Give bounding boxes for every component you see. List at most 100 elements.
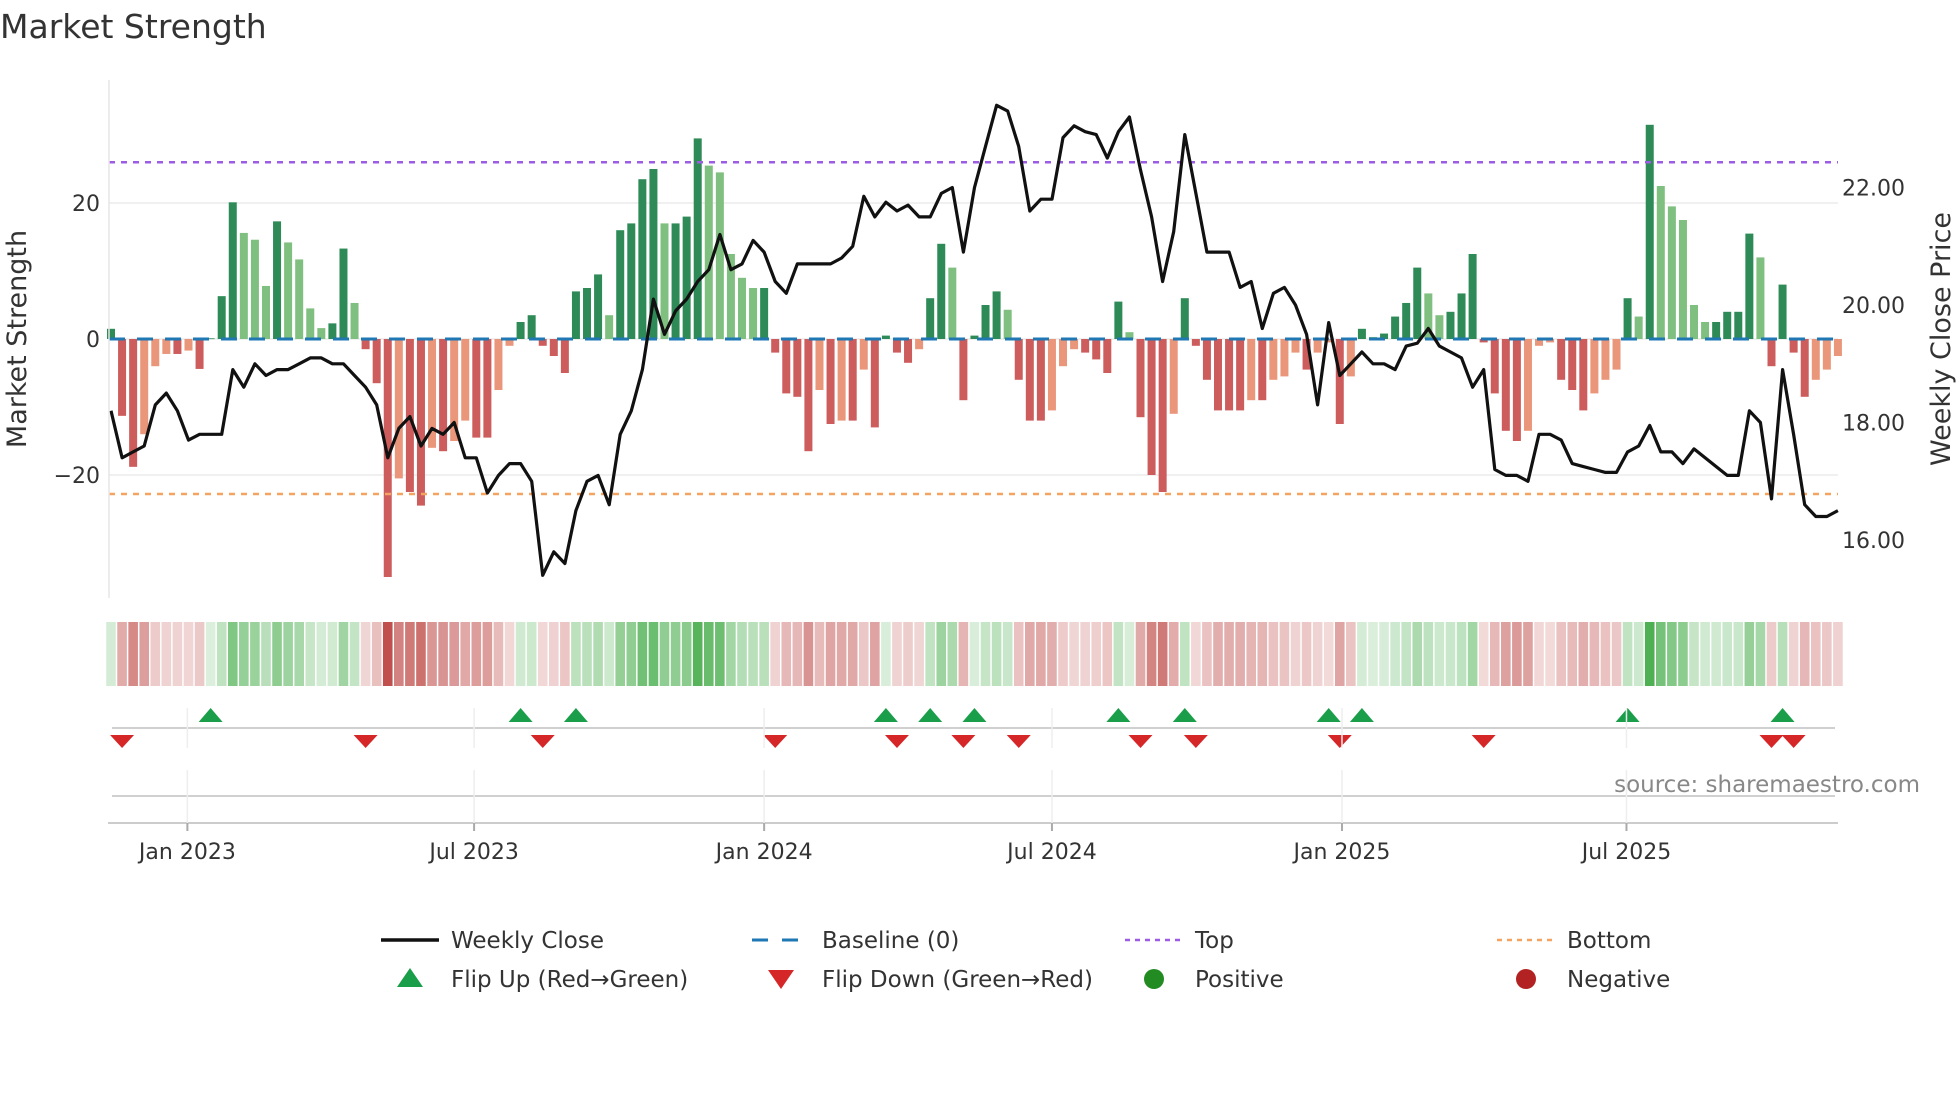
strip-cell <box>549 622 559 686</box>
strip-cell <box>604 622 614 686</box>
strip-cell <box>471 622 482 686</box>
flip-up-marker <box>1349 708 1374 722</box>
positive-bar <box>339 248 348 339</box>
strip-cell <box>1113 622 1124 686</box>
strip-cell <box>770 622 780 686</box>
strip-cell <box>1334 622 1345 686</box>
strip-cell <box>1191 622 1201 686</box>
positive-bar <box>1413 267 1422 339</box>
strip-cell <box>438 622 448 686</box>
legend-item: Negative <box>1516 967 1670 993</box>
negative-bar <box>361 339 370 350</box>
strip-cell <box>1357 622 1367 686</box>
strip-cell <box>1080 622 1090 686</box>
left-axis-title: Market Strength <box>2 230 33 448</box>
negative-bar <box>118 339 127 416</box>
positive-bar <box>1678 220 1687 339</box>
strip-cell <box>482 622 493 686</box>
negative-bar <box>1047 339 1056 411</box>
legend-item: Top <box>1125 928 1234 954</box>
negative-bar <box>1557 339 1566 380</box>
negative-bar <box>826 339 835 424</box>
positive-bar <box>749 288 758 339</box>
strip-cell <box>1766 622 1777 686</box>
legend-label: Negative <box>1567 967 1670 993</box>
strip-cell <box>560 622 570 686</box>
strip-cell <box>681 622 692 686</box>
strip-cell <box>1755 622 1766 686</box>
strip-cell <box>1146 622 1157 686</box>
positive-bar <box>1623 298 1632 339</box>
strip-cell <box>1689 622 1699 686</box>
flip-up-marker <box>563 708 588 722</box>
strip-cell <box>582 622 592 686</box>
strip-cell <box>1656 622 1666 686</box>
negative-bar <box>1291 339 1300 353</box>
negative-bar <box>892 339 901 353</box>
flip-down-marker <box>530 735 555 748</box>
strip-cell <box>1268 622 1279 686</box>
legend-item: Baseline (0) <box>752 928 959 954</box>
strip-cell <box>703 622 714 686</box>
strip-cell <box>637 622 648 686</box>
legend: Weekly Close Baseline (0) Top Bottom Flip Up… <box>381 928 1670 993</box>
strip-cell <box>1235 622 1245 686</box>
strip-cell <box>1002 622 1013 686</box>
positive-bar <box>1723 311 1732 339</box>
negative-bar <box>1269 339 1278 380</box>
strip-cell <box>316 622 327 686</box>
strip-cell <box>870 622 880 686</box>
negative-bar <box>1202 339 1211 380</box>
strip-cell <box>1368 622 1378 686</box>
negative-bar <box>549 339 558 356</box>
strip-cell <box>183 622 194 686</box>
strength-heat-strip <box>106 622 1843 686</box>
strip-cell <box>1246 622 1257 686</box>
strip-cell <box>117 622 127 686</box>
negative-bar <box>1247 339 1256 401</box>
strip-cell <box>327 622 338 686</box>
negative-bar <box>1191 339 1200 346</box>
negative-bar <box>959 339 968 401</box>
strip-cell <box>1810 622 1821 686</box>
strip-cell <box>781 622 792 686</box>
negative-bar <box>1103 339 1112 373</box>
positive-bar <box>250 239 259 339</box>
strip-cell <box>1744 622 1755 686</box>
negative-bar <box>162 339 171 354</box>
weekly-close-line <box>109 103 1839 577</box>
positive-bar <box>760 288 769 339</box>
strip-cell <box>1102 622 1113 686</box>
strip-cell <box>1667 622 1677 686</box>
positive-bar <box>239 232 248 339</box>
flip-down-marker <box>1327 735 1352 748</box>
right-tick-label: 16.00 <box>1842 529 1905 554</box>
positive-bar <box>350 302 359 339</box>
strip-cell <box>515 622 526 686</box>
negative-bar <box>1501 339 1510 431</box>
right-axis-title: Weekly Close Price <box>1926 212 1957 466</box>
positive-bar <box>1402 302 1411 339</box>
strip-cell <box>172 622 183 686</box>
strip-cell <box>139 622 150 686</box>
flip-up-marker <box>1615 708 1640 722</box>
strip-cell <box>759 622 769 686</box>
left-tick-label: −20 <box>54 464 100 489</box>
negative-bar <box>428 339 437 448</box>
strip-cell <box>1456 622 1467 686</box>
strip-cell <box>1534 622 1544 686</box>
negative-bar <box>483 339 492 438</box>
positive-bar <box>937 243 946 339</box>
strip-cell <box>537 622 548 686</box>
positive-bar <box>284 242 293 339</box>
strip-cell <box>648 622 659 686</box>
negative-bar <box>505 339 514 346</box>
strip-cell <box>216 622 227 686</box>
legend-item: Flip Down (Green→Red) <box>768 967 1093 993</box>
negative-bar <box>494 339 503 390</box>
negative-bar <box>1092 339 1101 360</box>
strip-cell <box>250 622 260 686</box>
positive-bar <box>726 254 735 339</box>
strip-cell <box>726 622 736 686</box>
